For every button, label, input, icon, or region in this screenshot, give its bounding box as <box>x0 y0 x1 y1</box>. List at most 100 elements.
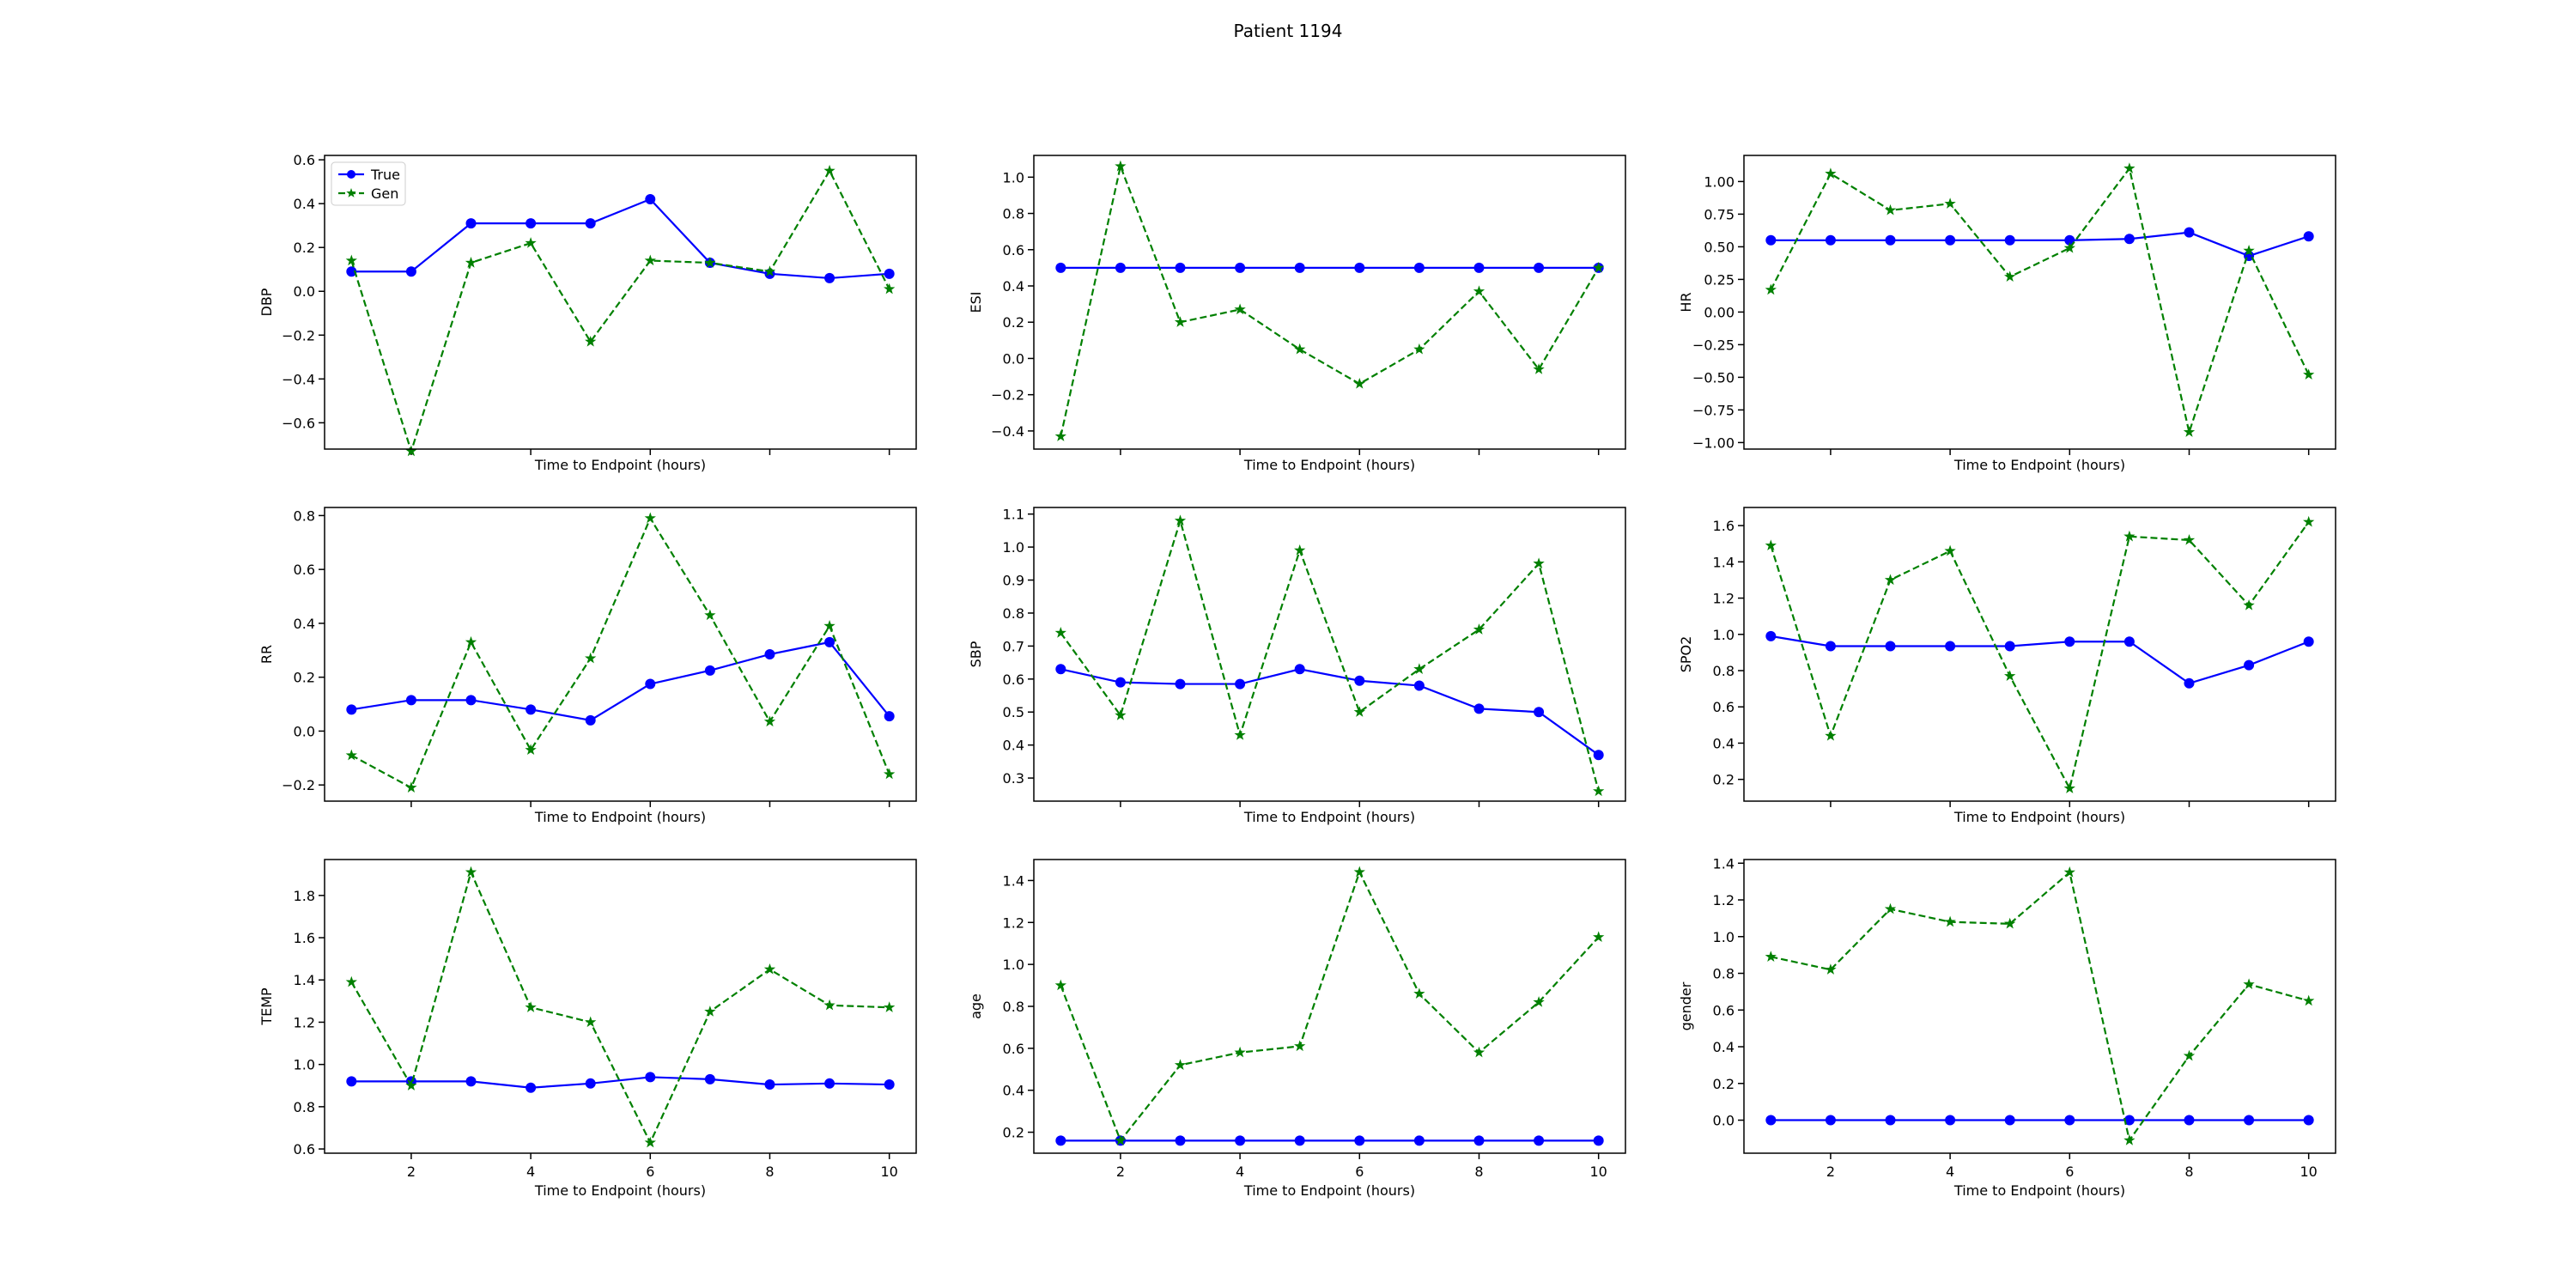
y-tick-label: 1.0 <box>294 1057 315 1073</box>
true-series-line <box>1060 668 1600 756</box>
y-tick-label: 1.4 <box>294 972 315 988</box>
gen-data-point <box>2123 530 2136 542</box>
y-tick-label: 1.6 <box>294 930 315 946</box>
y-axis-label: TEMP <box>258 987 275 1026</box>
true-data-point <box>346 266 357 277</box>
gen-data-point <box>1413 987 1425 999</box>
y-tick-label: 1.0 <box>1713 627 1735 643</box>
gen-series-line <box>1771 870 2309 1143</box>
true-data-point <box>764 1079 775 1091</box>
gen-series-line <box>1770 166 2310 436</box>
true-data-point <box>1593 750 1604 761</box>
gen-data-point <box>1473 1046 1485 1058</box>
y-tick-label: 0.4 <box>294 196 315 212</box>
true-data-point <box>585 218 596 229</box>
true-data-point <box>585 1078 596 1089</box>
y-tick-label: 0.6 <box>1003 1041 1024 1057</box>
subplot-hr: −1.00 −0.75 −0.50 −0.25 0.00 0.25 0.50 0.75 1.00… <box>1678 155 2336 473</box>
gen-data-point <box>704 257 716 268</box>
legend: True Gen <box>331 161 406 206</box>
y-tick-label: 0.0 <box>1713 1113 1735 1129</box>
y-tick-label: 0.4 <box>294 616 315 632</box>
true-data-point <box>1885 234 1896 246</box>
gen-data-point <box>1473 285 1485 296</box>
subplot-gender: 0.0 0.2 0.4 0.6 0.8 1.0 1.2 1.4 2 4 6 8 10 Time to En… <box>1678 855 2336 1199</box>
gen-data-point <box>1884 204 1897 216</box>
x-axis-label: Time to Endpoint (hours) <box>1243 809 1415 825</box>
gen-data-point <box>1174 1059 1187 1071</box>
y-tick-label: 1.4 <box>1713 554 1735 570</box>
gen-data-point <box>1884 902 1897 914</box>
y-tick-label: 1.0 <box>1003 957 1024 973</box>
y-tick-label: 0.7 <box>1003 638 1024 654</box>
y-tick-label: 1.2 <box>1713 892 1735 908</box>
gen-data-point <box>2004 670 2016 681</box>
true-data-point <box>2064 636 2075 647</box>
y-tick-label: −0.4 <box>991 423 1024 440</box>
gen-data-point <box>585 1016 597 1028</box>
y-tick-label: 1.00 <box>1704 173 1735 190</box>
gen-data-point <box>763 963 776 975</box>
true-data-point <box>1413 1135 1425 1146</box>
y-axis-label: ESI <box>968 292 984 313</box>
gen-data-point <box>1234 1046 1246 1058</box>
y-tick-label: 0.2 <box>294 670 315 686</box>
true-data-point <box>645 194 656 205</box>
gen-data-point <box>405 781 417 793</box>
y-tick-label: −0.2 <box>991 387 1024 404</box>
subplot-rr: −0.2 0.0 0.2 0.4 0.6 0.8 Time to Endpoint (hou… <box>258 507 917 825</box>
gen-data-point <box>1353 866 1365 878</box>
gen-data-point <box>1944 915 1956 927</box>
y-tick-label: 0.0 <box>294 723 315 739</box>
gen-series-line <box>1060 162 1600 437</box>
y-axis-label: SBP <box>968 641 984 667</box>
true-data-point <box>2123 636 2135 647</box>
true-data-point <box>526 1082 537 1093</box>
gen-data-point <box>465 635 477 647</box>
plot-frame <box>1033 155 1626 450</box>
true-data-point <box>1115 677 1126 688</box>
gen-data-point <box>1413 343 1425 355</box>
gen-series-line <box>1060 869 1600 1143</box>
true-data-point <box>1354 1135 1365 1146</box>
y-tick-label: 0.6 <box>1003 671 1024 688</box>
true-series-line <box>1771 231 2310 258</box>
gen-data-point <box>2183 534 2196 545</box>
true-data-point <box>1825 234 1836 246</box>
gen-data-point <box>2063 241 2075 253</box>
true-data-point <box>1885 1115 1896 1126</box>
gen-data-point <box>2243 599 2255 611</box>
subplot-esi: −0.4 −0.2 0.0 0.2 0.4 0.6 0.8 1.0 Time to Endpoi… <box>968 155 1626 473</box>
x-axis-label: Time to Endpoint (hours) <box>1953 1182 2125 1199</box>
true-data-point <box>1945 234 1956 246</box>
x-tick-label: 10 <box>2300 1163 2318 1180</box>
y-tick-label: 0.2 <box>294 240 315 256</box>
true-data-point <box>2244 659 2255 671</box>
y-tick-label: 0.4 <box>1713 1039 1735 1055</box>
y-tick-label: 0.5 <box>1003 704 1024 720</box>
gen-series-line <box>1770 521 2310 792</box>
y-tick-label: 0.2 <box>1713 772 1735 788</box>
y-tick-label: 0.2 <box>1713 1076 1735 1092</box>
true-data-point <box>2184 227 2195 238</box>
true-data-point <box>1354 675 1365 686</box>
y-tick-label: 0.50 <box>1704 239 1735 255</box>
true-data-point <box>1473 1135 1485 1146</box>
gen-data-point <box>345 254 357 266</box>
gen-data-point <box>1765 283 1777 295</box>
gen-data-point <box>704 609 716 621</box>
gen-data-point <box>1054 627 1066 638</box>
subplot-sbp: 0.3 0.4 0.5 0.6 0.7 0.8 0.9 1.0 1.1 Time to Endpo… <box>968 507 1626 825</box>
x-axis-label: Time to Endpoint (hours) <box>1243 457 1415 473</box>
gen-data-point <box>823 620 835 631</box>
y-tick-label: 0.8 <box>1003 605 1024 622</box>
true-data-point <box>526 704 537 715</box>
y-tick-label: 1.6 <box>1713 518 1735 534</box>
gen-data-point <box>1174 316 1187 327</box>
gen-data-point <box>465 257 477 268</box>
true-data-point <box>2303 636 2314 647</box>
y-tick-label: 0.4 <box>1003 738 1024 754</box>
true-data-point <box>764 649 775 659</box>
y-tick-label: −0.2 <box>282 777 315 793</box>
x-axis-label: Time to Endpoint (hours) <box>1243 1182 1415 1199</box>
